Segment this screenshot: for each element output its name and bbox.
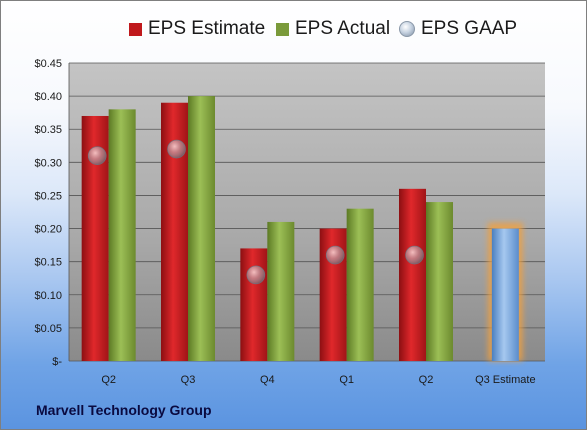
y-tick-labels: $- $0.05 $0.10 $0.15 $0.20 $0.25 $0.30 $0.35 $0.… (34, 58, 62, 368)
chart-legend: EPS Estimate EPS Actual EPS GAAP (1, 13, 587, 45)
bar-eps-actual (426, 202, 453, 361)
y-tick-label: $0.25 (34, 190, 62, 202)
bar-eps-actual (346, 208, 374, 361)
company-name: Marvell Technology Group (36, 402, 212, 418)
y-tick-label: $0.20 (34, 224, 62, 236)
y-tick-label: $0.30 (34, 157, 62, 169)
legend-item-gaap: EPS GAAP (399, 13, 517, 45)
plot-area (69, 63, 545, 361)
x-tick-label: Q1 (339, 374, 354, 386)
x-tick-label: Q3 Estimate (475, 374, 536, 386)
legend-label-gaap: EPS GAAP (421, 18, 518, 39)
gaap-marker (167, 139, 186, 159)
x-tick-label: Q2 (419, 374, 434, 386)
y-tick-label: $0.05 (34, 323, 62, 335)
bar-eps-estimate (240, 248, 268, 361)
gaap-markers (87, 139, 424, 285)
x-tick-labels: Q2 Q3 Q4 Q1 Q2 Q3 Estimate (101, 374, 535, 386)
bar-eps-estimate (399, 188, 426, 361)
y-tick-label: $0.45 (34, 58, 62, 70)
bar-eps-estimate-forecast (491, 228, 519, 361)
y-tick-label: $0.10 (34, 290, 62, 302)
legend-swatch-actual (276, 22, 289, 36)
y-tick-label: $0.40 (34, 91, 62, 103)
legend-label-actual: EPS Actual (295, 18, 391, 39)
bar-eps-actual (188, 96, 215, 361)
legend-item-estimate: EPS Estimate (129, 13, 265, 45)
legend-ball-gaap (399, 21, 415, 37)
y-tick-label: $- (52, 356, 62, 368)
legend-label-estimate: EPS Estimate (148, 18, 266, 39)
gaap-marker (87, 146, 107, 166)
gaap-marker (246, 265, 266, 285)
legend-item-actual: EPS Actual (276, 13, 390, 45)
y-tick-label: $0.15 (34, 257, 62, 269)
grid-lines (68, 62, 545, 362)
x-tick-label: Q2 (101, 374, 116, 386)
x-tick-label: Q4 (260, 374, 275, 386)
bar-eps-actual (267, 221, 295, 361)
gaap-marker (325, 245, 345, 265)
legend-swatch-estimate (129, 22, 142, 36)
y-tick-label: $0.35 (34, 124, 62, 136)
bar-eps-actual (108, 109, 136, 361)
gaap-marker (405, 245, 424, 265)
x-tick-label: Q3 (181, 374, 196, 386)
